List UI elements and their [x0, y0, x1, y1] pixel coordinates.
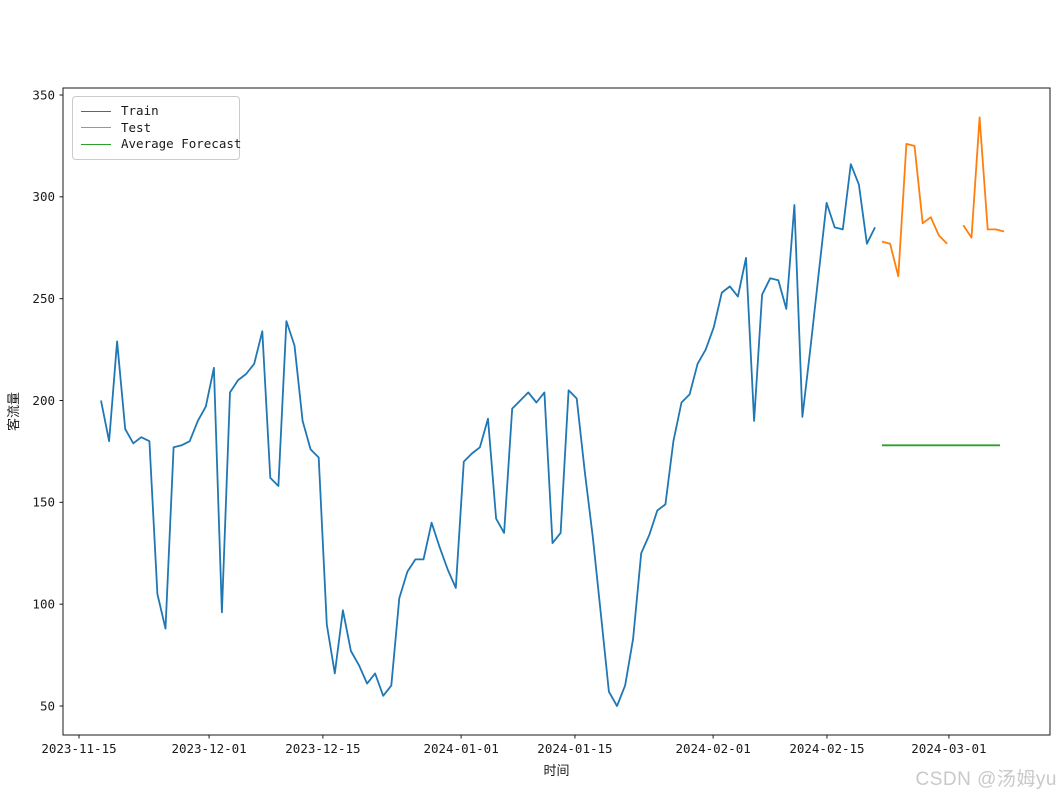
x-tick-label: 2024-01-15	[537, 741, 612, 756]
y-tick-label: 50	[40, 698, 55, 713]
legend-label: Test	[121, 119, 152, 135]
x-tick-label: 2023-11-15	[41, 741, 116, 756]
x-tick-label: 2023-12-01	[171, 741, 246, 756]
train-line	[100, 163, 876, 707]
x-tick-label: 2023-12-15	[285, 741, 360, 756]
legend-line-sample	[81, 127, 111, 129]
y-axis-label: 客流量	[6, 392, 22, 431]
x-tick-label: 2024-03-01	[911, 741, 986, 756]
y-tick-label: 200	[32, 393, 55, 408]
y-tick-label: 300	[32, 189, 55, 204]
y-tick-label: 150	[32, 495, 55, 510]
legend-item-train: Train	[81, 103, 229, 120]
y-tick-label: 250	[32, 291, 55, 306]
legend-line-sample	[81, 143, 111, 145]
y-tick-label: 350	[32, 87, 55, 102]
test-line	[881, 142, 948, 278]
legend-label: Train	[121, 103, 159, 119]
plot-area-border	[62, 87, 1051, 736]
x-tick-label: 2024-02-01	[676, 741, 751, 756]
legend-item-test: Test	[81, 120, 229, 137]
y-tick-label: 100	[32, 596, 55, 611]
test-line	[962, 116, 1005, 239]
x-tick-label: 2024-01-01	[423, 741, 498, 756]
legend-line-sample	[81, 110, 111, 112]
legend: Train Test Average Forecast	[72, 96, 241, 160]
x-tick-label: 2024-02-15	[789, 741, 864, 756]
legend-item-average-forecast: Average Forecast	[81, 136, 241, 153]
x-axis-label: 时间	[543, 764, 569, 779]
legend-label: Average Forecast	[121, 136, 242, 152]
watermark: CSDN @汤姆yu	[915, 769, 1057, 790]
